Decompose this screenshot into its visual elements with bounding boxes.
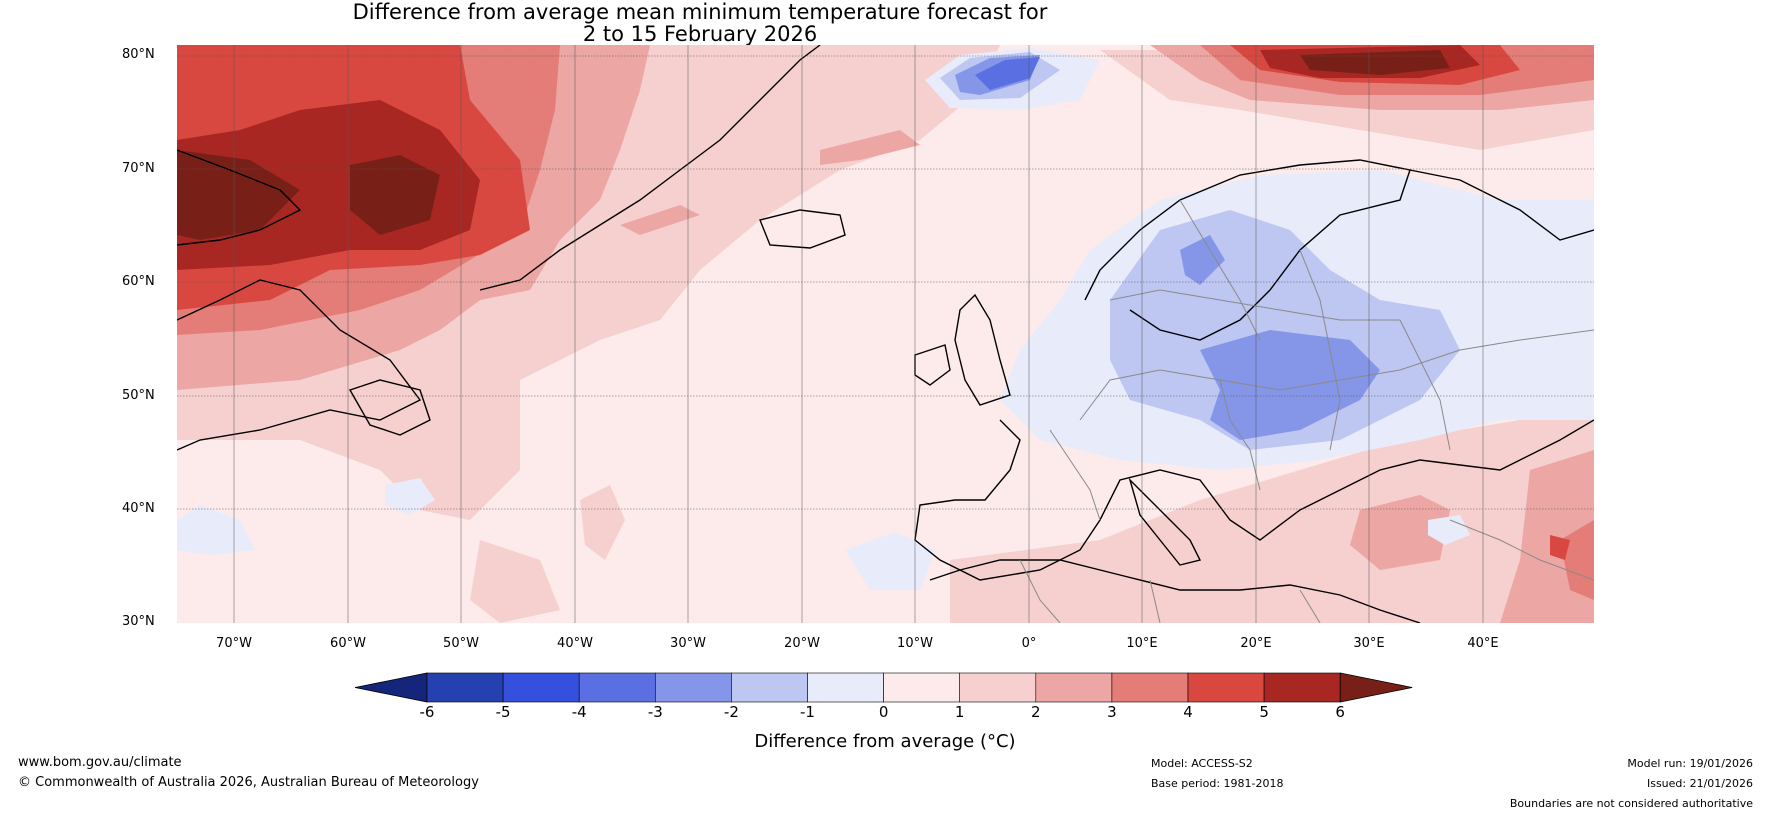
north-africa-coast (929, 559, 1421, 623)
colorbar-segment (731, 672, 808, 703)
colorbar-tick-label: 2 (1031, 703, 1041, 721)
anomaly-band-6-plus (350, 155, 440, 235)
website-text: www.bom.gov.au/climate (18, 755, 182, 770)
lon-label: 40°E (1467, 636, 1499, 651)
colorbar-title: Difference from average (°C) (754, 731, 1016, 752)
anomaly-band-4-5 (1550, 535, 1570, 560)
map-title-line2: 2 to 15 February 2026 (582, 22, 818, 46)
colorbar-tick-label: 6 (1335, 703, 1345, 721)
anomaly-band-6-plus (177, 150, 300, 240)
anomaly-band-neg1-0 (1428, 515, 1470, 545)
colorbar-tick-label: 1 (954, 703, 965, 721)
lat-label: 40°N (122, 501, 155, 516)
anomaly-band-2-3 (1350, 495, 1450, 570)
colorbar-segment (807, 672, 884, 703)
lat-label: 30°N (122, 614, 155, 629)
anomaly-band-neg3-neg2 (1200, 330, 1380, 440)
lon-label: 30°E (1353, 636, 1385, 651)
greenland-coast (479, 45, 821, 291)
colorbar-tick-label: -1 (800, 703, 815, 721)
lon-label: 50°W (443, 636, 479, 651)
colorbar-segment (502, 672, 580, 703)
base-period-text: Base period: 1981-2018 (1151, 777, 1284, 790)
model-text: Model: ACCESS-S2 (1151, 757, 1253, 770)
anomaly-band-2-3 (620, 205, 700, 235)
scandinavia-coast (1084, 159, 1411, 341)
lat-label: 80°N (122, 47, 155, 62)
colorbar-tick-label: -6 (419, 703, 435, 721)
colorbar-extend-low (354, 672, 428, 703)
copyright-text: © Commonwealth of Australia 2026, Austra… (18, 775, 479, 790)
colorbar-segment (1111, 672, 1189, 703)
model-run-text: Model run: 19/01/2026 (1627, 757, 1753, 770)
iceland-coast (759, 209, 846, 249)
coastlines (177, 45, 1594, 623)
lon-label: 10°E (1126, 636, 1158, 651)
colorbar-tick-label: -4 (571, 703, 587, 721)
lon-label: 20°W (784, 636, 820, 651)
anomaly-band-1-2 (950, 400, 1594, 623)
italy-coast (1128, 477, 1202, 566)
anomaly-field (177, 45, 1594, 623)
colorbar-tick-label: 3 (1107, 703, 1117, 721)
british-isles-coast (954, 293, 1011, 406)
anomaly-band-neg1-0 (385, 478, 435, 515)
lat-label: 60°N (122, 274, 155, 289)
map-title-line1: Difference from average mean minimum tem… (352, 0, 1048, 24)
anomaly-band-neg4-neg3 (975, 57, 1040, 90)
colorbar-segment (578, 672, 656, 703)
anomaly-band-1-2 (470, 540, 560, 623)
anomaly-band-6-plus (1300, 50, 1450, 75)
anomaly-band-1-2 (580, 485, 625, 560)
disclaimer-text: Boundaries are not considered authoritat… (1509, 797, 1753, 810)
graticule (177, 55, 1594, 510)
lon-label: 30°W (670, 636, 706, 651)
lon-label: 70°W (216, 636, 252, 651)
colorbar-segment (1035, 672, 1113, 703)
colorbar-segment (654, 672, 732, 703)
anomaly-band-2-3 (820, 130, 920, 165)
colorbar-segment (959, 672, 1037, 703)
colorbar-tick-label: -3 (647, 703, 663, 721)
colorbar-tick-label: -2 (723, 703, 739, 721)
colorbar-segment (883, 672, 960, 703)
lon-label: 0° (1021, 636, 1037, 651)
newfoundland-coast (348, 379, 431, 436)
colorbar-tick-label: 4 (1183, 703, 1193, 721)
labrador-coast (177, 279, 422, 451)
anomaly-band-neg3-neg2 (1180, 235, 1225, 285)
colorbar-segment (1263, 672, 1341, 703)
colorbar-tick-label: 5 (1259, 703, 1269, 721)
colorbar-tick-label: -5 (495, 703, 511, 721)
anomaly-band-neg1-0 (177, 505, 255, 555)
baffin-coast (177, 149, 302, 246)
europe-west-coast (914, 419, 1594, 581)
colorbar (354, 672, 1413, 703)
lon-label: 20°E (1240, 636, 1272, 651)
anomaly-band-neg1-0 (845, 532, 935, 590)
issued-text: Issued: 21/01/2026 (1646, 777, 1753, 790)
colorbar-segment (426, 672, 504, 703)
meridians (233, 45, 1484, 623)
lon-label: 10°W (897, 636, 933, 651)
lat-label: 70°N (122, 161, 155, 176)
lon-label: 40°W (557, 636, 593, 651)
colorbar-segment (1187, 672, 1265, 703)
russia-north-coast (1409, 169, 1594, 241)
lon-label: 60°W (330, 636, 366, 651)
lat-label: 50°N (122, 388, 155, 403)
colorbar-tick-label: 0 (878, 703, 889, 721)
colorbar-extend-high (1339, 672, 1413, 703)
borders (1019, 199, 1594, 623)
